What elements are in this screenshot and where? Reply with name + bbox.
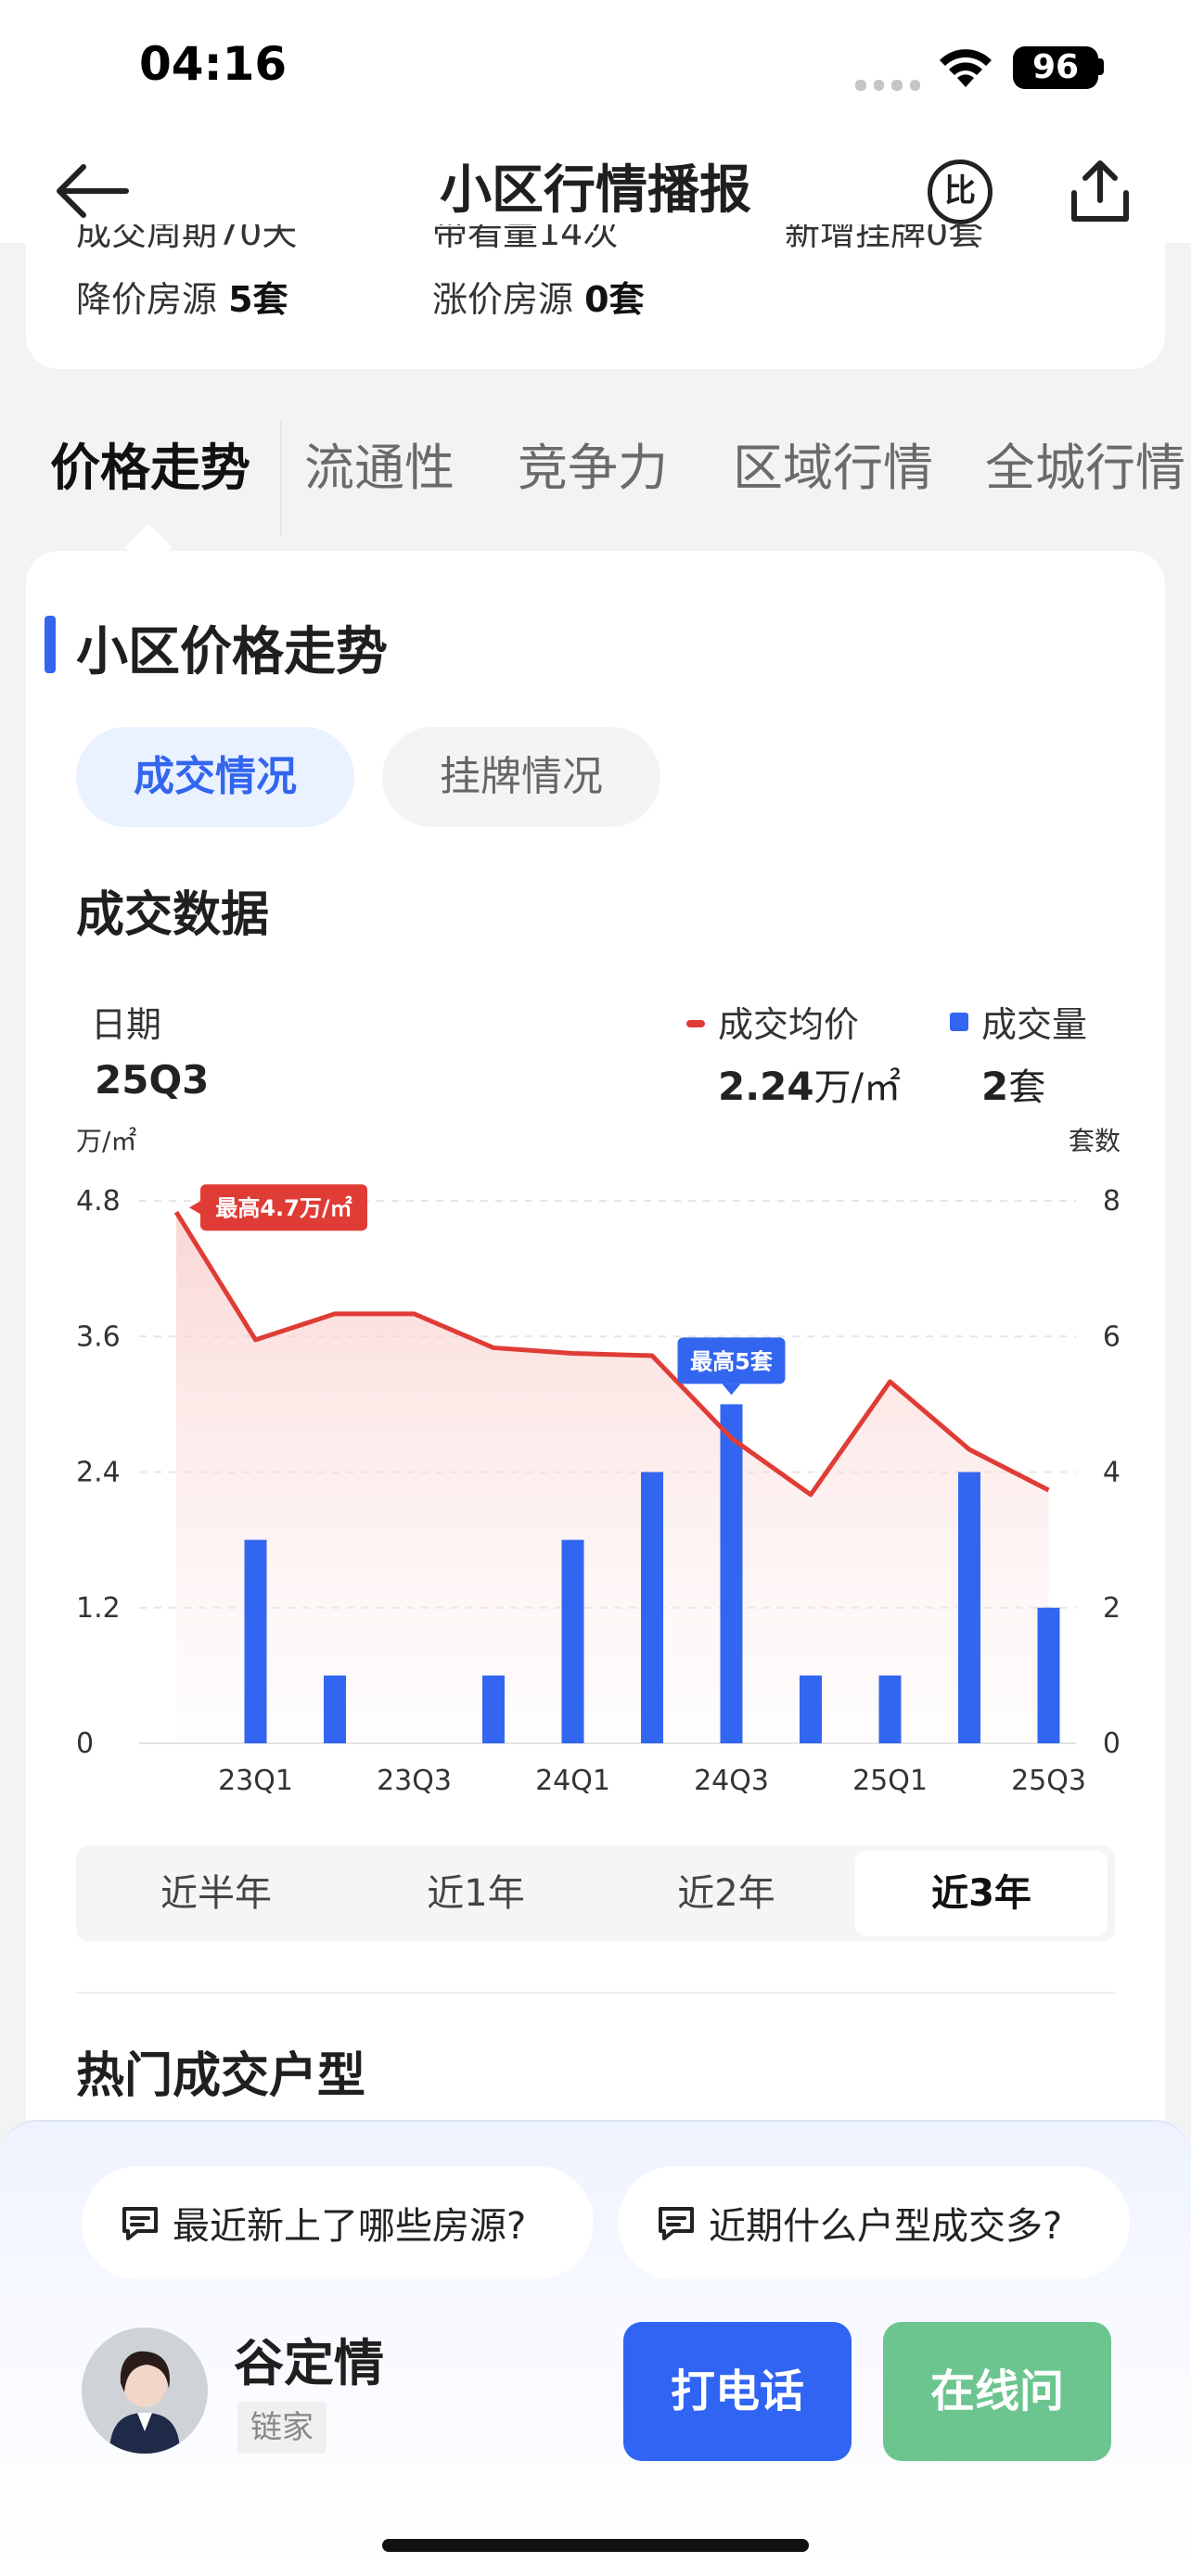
y-right-tick-label: 0	[1103, 1728, 1121, 1760]
annotation-badge	[200, 1184, 367, 1231]
wifi-icon	[940, 49, 992, 87]
annotation-pointer	[722, 1384, 741, 1396]
period-6m[interactable]: 近半年	[160, 1872, 272, 1915]
x-tick-label: 23Q1	[218, 1765, 293, 1797]
price-area	[176, 1212, 1049, 1743]
y-left-tick-label: 4.8	[76, 1185, 121, 1218]
battery-icon: 96	[1013, 46, 1098, 89]
hot-layouts-title: 热门成交户型	[76, 2048, 366, 2104]
status-bar	[0, 0, 1191, 139]
share-icon[interactable]	[1067, 156, 1133, 226]
toggle-transactions[interactable]: 成交情况	[76, 727, 354, 827]
y-left-tick-label: 0	[76, 1728, 94, 1760]
y-right-tick-label: 4	[1103, 1457, 1121, 1489]
date-label: 日期	[91, 1004, 162, 1045]
volume-bar	[244, 1539, 267, 1743]
annotation-pointer	[189, 1201, 200, 1215]
tab-price-trend[interactable]: 价格走势	[50, 439, 250, 497]
period-3y[interactable]: 近3年	[855, 1851, 1108, 1936]
online-ask-button[interactable]: 在线问	[883, 2322, 1111, 2461]
home-indicator	[382, 2539, 809, 2552]
page-title: 小区行情播报	[440, 160, 751, 221]
cellular-signal-icon	[855, 76, 920, 91]
quick-question-text: 近期什么户型成交多?	[709, 2205, 1063, 2248]
summary-card	[26, 243, 1165, 369]
section-accent-bar	[45, 616, 56, 673]
battery-tip	[1098, 58, 1104, 75]
nav-header	[0, 139, 1191, 243]
x-tick-label: 25Q1	[852, 1765, 928, 1797]
volume-legend-icon	[950, 1013, 968, 1031]
transaction-data-title: 成交数据	[76, 887, 270, 943]
x-tick-label: 24Q3	[694, 1765, 769, 1797]
volume-bar	[482, 1675, 505, 1743]
volume-bar	[800, 1675, 822, 1743]
section-divider	[76, 1992, 1115, 1994]
volume-bar	[720, 1404, 743, 1743]
y-right-tick-label: 2	[1103, 1592, 1121, 1625]
toggle-listings[interactable]: 挂牌情况	[382, 727, 660, 827]
price-up-stat: 涨价房源 0套	[432, 279, 645, 320]
avg-price-legend-icon	[686, 1020, 705, 1027]
quick-question-popular-layouts[interactable]: 近期什么户型成交多?	[618, 2166, 1130, 2279]
chat-bubble-icon	[122, 2207, 158, 2240]
volume-bar	[641, 1472, 663, 1743]
tab-area-market[interactable]: 区域行情	[733, 439, 933, 497]
volume-bar	[878, 1675, 902, 1743]
x-tick-label: 25Q3	[1011, 1765, 1086, 1797]
volume-value: 2套	[981, 1064, 1046, 1109]
summary-peek-text: 新增挂牌0套	[785, 224, 984, 253]
avg-price-value: 2.24万/㎡	[718, 1064, 902, 1109]
price-line	[173, 1210, 1050, 1498]
tab-city-market-clip: 全城行情	[985, 408, 1191, 519]
x-tick-label: 23Q3	[377, 1765, 452, 1797]
avg-price-label: 成交均价	[718, 1004, 860, 1045]
annotation-label: 最高4.7万/㎡	[215, 1195, 352, 1221]
date-value: 25Q3	[95, 1057, 210, 1103]
section-title: 小区价格走势	[76, 622, 388, 682]
y-right-tick-label: 8	[1103, 1185, 1121, 1218]
y-right-tick-label: 6	[1103, 1320, 1121, 1353]
summary-peek-text: 成交周期70天	[76, 224, 298, 253]
tab-city-market[interactable]: 全城行情	[985, 439, 1185, 497]
y-left-tick-label: 1.2	[76, 1592, 121, 1625]
y-left-tick-label: 2.4	[76, 1457, 121, 1489]
y-left-tick-label: 3.6	[76, 1320, 121, 1353]
compare-button[interactable]: 比	[928, 159, 992, 224]
y-left-unit: 万/㎡	[76, 1126, 136, 1156]
annotation-badge	[677, 1337, 786, 1384]
period-2y[interactable]: 近2年	[677, 1872, 775, 1915]
annotation-label: 最高5套	[690, 1348, 774, 1374]
y-right-unit: 套数	[1069, 1126, 1121, 1156]
volume-bar	[324, 1675, 346, 1743]
agent-company-badge: 链家	[237, 2402, 327, 2454]
x-tick-label: 24Q1	[535, 1765, 610, 1797]
status-time: 04:16	[139, 37, 288, 91]
price-down-stat: 降价房源 5套	[76, 279, 288, 320]
chat-bubble-icon	[659, 2207, 694, 2240]
volume-bar	[958, 1472, 980, 1743]
volume-label: 成交量	[981, 1004, 1088, 1045]
call-button[interactable]: 打电话	[623, 2322, 852, 2461]
agent-avatar[interactable]	[82, 2327, 208, 2454]
quick-question-new-listings[interactable]: 最近新上了哪些房源?	[82, 2166, 594, 2279]
tab-competitiveness[interactable]: 竞争力	[518, 439, 668, 497]
summary-peek-text: 带看量14次	[432, 224, 619, 253]
volume-bar	[1037, 1607, 1060, 1743]
agent-name: 谷定情	[234, 2334, 384, 2392]
tab-divider	[280, 419, 282, 536]
volume-bar	[561, 1539, 584, 1743]
back-arrow-icon[interactable]	[48, 156, 132, 226]
period-1y[interactable]: 近1年	[427, 1872, 525, 1915]
tab-liquidity[interactable]: 流通性	[304, 439, 455, 497]
quick-question-text: 最近新上了哪些房源?	[173, 2205, 527, 2248]
